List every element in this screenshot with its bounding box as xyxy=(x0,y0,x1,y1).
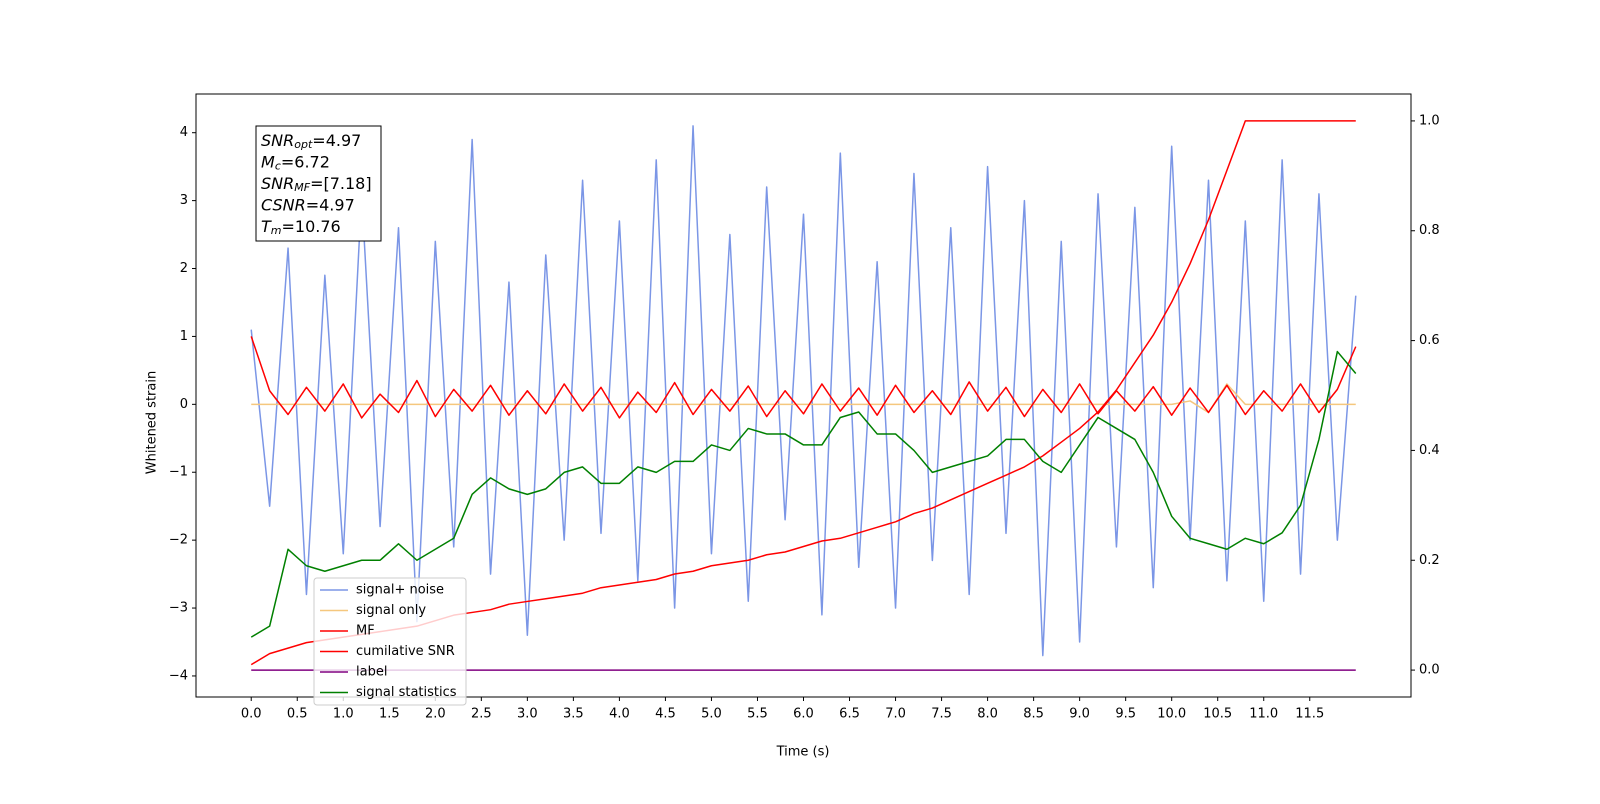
x-tick-label: 1.0 xyxy=(333,707,354,722)
legend-label: cumilative SNR xyxy=(356,644,455,659)
y2-tick-label: 0.6 xyxy=(1419,333,1440,348)
y-tick-label: 3 xyxy=(180,193,188,208)
annotation-symbol: SNR xyxy=(261,174,294,193)
legend-label: signal only xyxy=(356,603,426,618)
x-tick-label: 2.0 xyxy=(425,707,446,722)
annotation-frame xyxy=(255,125,382,242)
x-tick-label: 11.0 xyxy=(1249,707,1278,722)
x-axis-label: Time (s) xyxy=(776,745,830,760)
x-tick-label: 6.5 xyxy=(839,707,860,722)
x-tick-label: 5.5 xyxy=(747,707,768,722)
annotation-line: Mc=6.72 xyxy=(261,152,330,173)
annotation-subscript: MF xyxy=(294,181,310,194)
y-tick-label: 2 xyxy=(180,261,188,276)
x-tick-label: 9.5 xyxy=(1115,707,1136,722)
y-tick-label: 0 xyxy=(180,397,188,412)
legend-label: label xyxy=(356,665,387,680)
y-tick-label: −2 xyxy=(169,533,188,548)
annotation-value: =4.97 xyxy=(306,195,355,214)
annotation-subscript: c xyxy=(275,160,281,173)
annotation-subscript: opt xyxy=(294,138,313,151)
annotation-value: =6.72 xyxy=(281,152,330,171)
y2-tick-label: 0.8 xyxy=(1419,223,1440,238)
annotation-value: =4.97 xyxy=(312,131,361,150)
legend-label: signal+ noise xyxy=(356,583,444,598)
legend: signal+ noise signal only MF cumilative SNR… xyxy=(313,577,467,706)
y2-tick-label: 0.2 xyxy=(1419,553,1440,568)
annotation-line: SNRMF=[7.18] xyxy=(261,174,372,195)
series-line xyxy=(250,125,1357,657)
annotation-line: Tm=10.76 xyxy=(261,217,341,238)
x-tick-label: 8.0 xyxy=(977,707,998,722)
y-tick-label: 1 xyxy=(180,329,188,344)
y-tick-label: 4 xyxy=(180,125,188,140)
y-tick-label: −1 xyxy=(169,465,188,480)
y2-tick-label: 0.0 xyxy=(1419,663,1440,678)
x-tick-label: 9.0 xyxy=(1069,707,1090,722)
annotation-line: CSNR=4.97 xyxy=(261,195,355,214)
annotation-subscript: m xyxy=(271,224,282,237)
x-tick-label: 8.5 xyxy=(1023,707,1044,722)
y2-tick-label: 0.4 xyxy=(1419,443,1440,458)
y2-tick-label: 1.0 xyxy=(1419,113,1440,128)
annotation-symbol: T xyxy=(261,217,272,236)
series-line xyxy=(251,383,1356,414)
x-tick-label: 0.5 xyxy=(287,707,308,722)
x-tick-label: 3.5 xyxy=(563,707,584,722)
annotation-value: =10.76 xyxy=(282,217,341,236)
y-tick-label: −4 xyxy=(169,668,188,683)
x-tick-label: 11.5 xyxy=(1295,707,1324,722)
x-tick-label: 4.5 xyxy=(655,707,676,722)
x-tick-label: 0.0 xyxy=(241,707,262,722)
y-tick-label: −3 xyxy=(169,601,188,616)
x-tick-label: 7.5 xyxy=(931,707,952,722)
annotation-box: SNRopt=4.97Mc=6.72SNRMF=[7.18]CSNR=4.97T… xyxy=(255,125,382,242)
x-tick-label: 6.0 xyxy=(793,707,814,722)
series-line xyxy=(250,350,1357,638)
x-tick-label: 7.0 xyxy=(885,707,906,722)
x-tick-label: 4.0 xyxy=(609,707,630,722)
annotation-symbol: SNR xyxy=(261,131,294,150)
x-tick-label: 3.0 xyxy=(517,707,538,722)
annotation-line: SNRopt=4.97 xyxy=(261,131,361,152)
x-tick-label: 1.5 xyxy=(379,707,400,722)
x-tick-label: 10.5 xyxy=(1203,707,1232,722)
annotation-symbol: M xyxy=(261,152,275,171)
annotation-value: =[7.18] xyxy=(310,174,372,193)
series-line xyxy=(250,336,1357,419)
legend-label: MF xyxy=(356,624,375,639)
annotation-symbol: CSNR xyxy=(261,195,306,214)
y-axis-label: Whitened strain xyxy=(145,371,160,474)
x-tick-label: 2.5 xyxy=(471,707,492,722)
legend-label: signal statistics xyxy=(356,685,457,700)
x-tick-label: 10.0 xyxy=(1157,707,1186,722)
x-tick-label: 5.0 xyxy=(701,707,722,722)
legend-frame xyxy=(313,577,467,706)
